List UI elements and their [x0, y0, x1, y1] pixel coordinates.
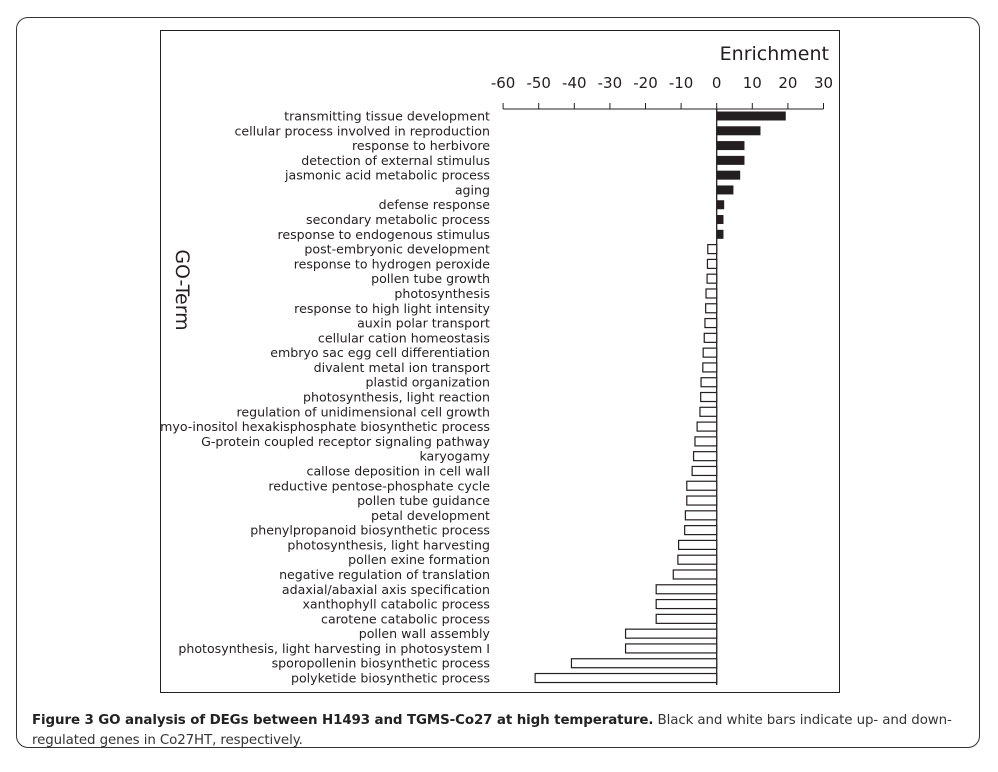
- category-label: post-embryonic development: [304, 242, 490, 257]
- category-label: petal development: [371, 508, 490, 523]
- category-label: aging: [455, 182, 490, 197]
- bar-up-regulated: [716, 229, 724, 239]
- bar-down-regulated: [686, 495, 718, 506]
- x-tick-label: 0: [712, 74, 722, 92]
- y-axis-title: GO-Term: [171, 249, 193, 330]
- bar-down-regulated: [534, 672, 718, 684]
- category-label: negative regulation of translation: [279, 567, 490, 582]
- category-label: polyketide biosynthetic process: [291, 671, 490, 686]
- category-label: G-protein coupled receptor signaling pat…: [201, 434, 490, 449]
- category-label: response to herbivore: [352, 138, 490, 153]
- bar-down-regulated: [706, 258, 718, 269]
- x-tick-label: 20: [778, 74, 797, 92]
- caption-title: Figure 3 GO analysis of DEGs between H14…: [32, 713, 654, 728]
- category-label: divalent metal ion transport: [314, 360, 490, 375]
- x-tick-label: -20: [633, 74, 658, 92]
- chart-frame: [160, 30, 840, 693]
- bar-up-regulated: [716, 200, 725, 210]
- bar-down-regulated: [686, 480, 718, 491]
- category-label: plastid organization: [365, 375, 490, 390]
- x-tick-label: -10: [669, 74, 694, 92]
- bar-down-regulated: [684, 510, 718, 521]
- category-label: response to endogenous stimulus: [277, 227, 490, 242]
- bar-down-regulated: [705, 288, 718, 299]
- x-tick-label: 10: [743, 74, 762, 92]
- bar-down-regulated: [570, 658, 718, 669]
- category-label: photosynthesis, light reaction: [303, 390, 490, 405]
- bar-down-regulated: [677, 554, 718, 565]
- category-label: phenylpropanoid biosynthetic process: [250, 523, 490, 538]
- x-tick-label: -30: [598, 74, 623, 92]
- bar-down-regulated: [700, 377, 718, 388]
- category-label: pollen exine formation: [348, 552, 490, 567]
- bar-down-regulated: [699, 406, 718, 417]
- bar-down-regulated: [624, 628, 718, 639]
- x-tick-label: -60: [491, 74, 516, 92]
- bar-down-regulated: [655, 584, 718, 595]
- bar-up-regulated: [716, 126, 761, 136]
- bar-down-regulated: [704, 317, 718, 329]
- bar-down-regulated: [655, 613, 718, 624]
- category-label: sporopollenin biosynthetic process: [272, 656, 490, 671]
- bar-down-regulated: [703, 332, 718, 343]
- category-label: photosynthesis, light harvesting: [287, 537, 490, 552]
- category-label: defense response: [379, 197, 491, 212]
- bar-down-regulated: [702, 362, 718, 373]
- category-label: response to high light intensity: [294, 301, 490, 316]
- bar-down-regulated: [624, 643, 718, 654]
- category-label: cellular process involved in reproductio…: [234, 123, 490, 138]
- category-label: auxin polar transport: [357, 316, 490, 331]
- category-label: adaxial/abaxial axis specification: [282, 582, 490, 597]
- x-tick-label: -40: [562, 74, 587, 92]
- bar-up-regulated: [716, 141, 745, 151]
- category-label: embryo sac egg cell differentiation: [270, 345, 490, 360]
- bar-down-regulated: [705, 303, 718, 314]
- caption-text: Black and white bars indicate up- and do…: [32, 713, 952, 748]
- bar-down-regulated: [672, 569, 718, 580]
- category-label: photosynthesis, light harvesting in phot…: [178, 641, 490, 656]
- category-label: transmitting tissue development: [284, 109, 490, 124]
- bar-up-regulated: [716, 155, 745, 165]
- category-label: karyogamy: [419, 449, 490, 464]
- bar-up-regulated: [716, 170, 741, 180]
- category-label: pollen tube growth: [371, 271, 490, 286]
- bar-down-regulated: [655, 598, 718, 610]
- bar-down-regulated: [700, 391, 718, 403]
- category-label: carotene catabolic process: [321, 611, 490, 626]
- bar-down-regulated: [707, 244, 718, 255]
- bar-down-regulated: [678, 539, 718, 551]
- bar-down-regulated: [702, 347, 718, 358]
- category-label: regulation of unidimensional cell growth: [236, 404, 490, 419]
- category-label: pollen tube guidance: [357, 493, 490, 508]
- x-tick-label: -50: [526, 74, 551, 92]
- category-label: pollen wall assembly: [359, 626, 491, 641]
- bar-down-regulated: [691, 465, 718, 477]
- category-label: response to hydrogen peroxide: [294, 256, 491, 271]
- category-label: reductive pentose-phosphate cycle: [268, 478, 490, 493]
- bar-down-regulated: [684, 525, 718, 536]
- x-axis-title: Enrichment: [720, 43, 829, 65]
- bar-down-regulated: [696, 421, 718, 432]
- category-label: photosynthesis: [394, 286, 490, 301]
- x-tick-label: 30: [814, 74, 833, 92]
- bar-up-regulated: [716, 111, 786, 121]
- figure-container: [16, 17, 980, 748]
- bar-down-regulated: [692, 451, 718, 462]
- category-label: callose deposition in cell wall: [307, 463, 490, 478]
- figure-caption: Figure 3 GO analysis of DEGs between H14…: [32, 711, 982, 751]
- category-label: jasmonic acid metabolic process: [284, 168, 490, 183]
- category-label: xanthophyll catabolic process: [302, 597, 490, 612]
- bar-up-regulated: [716, 215, 724, 225]
- bar-down-regulated: [706, 273, 718, 284]
- category-label: secondary metabolic process: [306, 212, 490, 227]
- category-label: cellular cation homeostasis: [318, 330, 490, 345]
- category-label: detection of external stimulus: [301, 153, 490, 168]
- bar-down-regulated: [694, 436, 718, 447]
- category-label: myo-inositol hexakisphosphate biosynthet…: [160, 419, 490, 434]
- bar-up-regulated: [716, 185, 734, 195]
